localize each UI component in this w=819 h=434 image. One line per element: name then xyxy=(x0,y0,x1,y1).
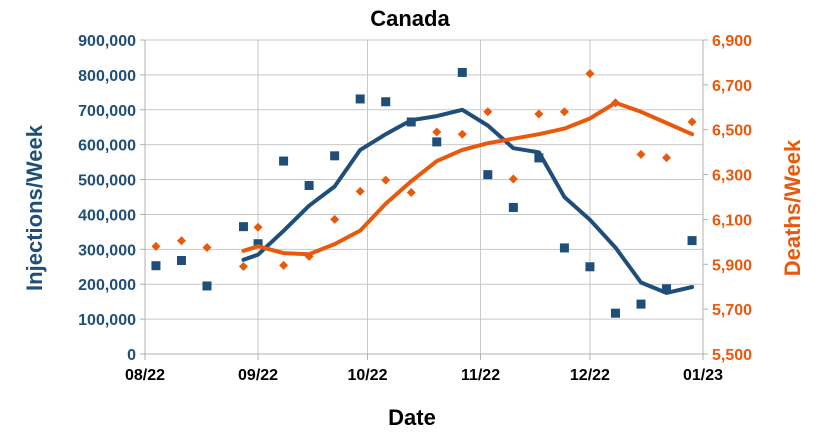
injections-point xyxy=(534,153,544,163)
injections-point xyxy=(355,94,365,104)
deaths-point xyxy=(355,186,365,196)
deaths-point xyxy=(534,109,544,119)
x-tick-label: 12/22 xyxy=(570,367,610,384)
deaths-point xyxy=(687,117,697,127)
left-tick-label: 100,000 xyxy=(78,312,136,329)
deaths-point xyxy=(279,260,289,270)
deaths-trend-line xyxy=(241,100,695,257)
deaths-point xyxy=(432,127,442,137)
chart-title: Canada xyxy=(370,6,450,31)
deaths-point xyxy=(483,107,493,117)
x-tick-label: 08/22 xyxy=(125,367,165,384)
right-tick-label: 5,700 xyxy=(712,302,752,319)
injections-point xyxy=(610,308,620,318)
left-axis-title: Injections/Week xyxy=(22,124,47,291)
x-axis-title: Date xyxy=(388,405,436,430)
left-tick-label: 800,000 xyxy=(78,68,136,85)
x-tick-label: 10/22 xyxy=(347,367,387,384)
deaths-point xyxy=(238,262,248,272)
injections-point xyxy=(253,239,263,249)
injections-point xyxy=(585,262,595,272)
left-tick-label: 200,000 xyxy=(78,277,136,294)
left-tick-label: 500,000 xyxy=(78,173,136,190)
injections-point xyxy=(432,137,442,147)
right-tick-label: 5,900 xyxy=(712,257,752,274)
injections-point xyxy=(483,170,493,180)
deaths-point xyxy=(457,129,467,139)
deaths-point xyxy=(176,236,186,246)
x-axis-ticks: 08/22 09/22 10/22 11/22 12/22 01/23 xyxy=(125,367,723,384)
injections-point xyxy=(176,255,186,265)
injections-point xyxy=(457,67,467,77)
injections-point xyxy=(151,261,161,271)
deaths-point xyxy=(508,174,518,184)
x-tick-label: 09/22 xyxy=(238,367,278,384)
deaths-point xyxy=(151,241,161,251)
right-tick-label: 6,900 xyxy=(712,33,752,50)
deaths-point xyxy=(559,107,569,117)
injections-point xyxy=(687,236,697,246)
right-tick-label: 6,700 xyxy=(712,78,752,95)
deaths-point xyxy=(662,153,672,163)
right-tick-label: 6,500 xyxy=(712,123,752,140)
injections-point xyxy=(381,97,391,107)
right-tick-label: 5,500 xyxy=(712,347,752,364)
injections-point xyxy=(279,156,289,166)
injections-point xyxy=(508,202,518,212)
injections-point xyxy=(559,243,569,253)
deaths-point xyxy=(381,175,391,185)
series-layer xyxy=(151,67,697,318)
x-tick-label: 11/22 xyxy=(461,367,500,384)
left-tick-label: 700,000 xyxy=(78,103,136,120)
right-tick-label: 6,300 xyxy=(712,168,752,185)
right-tick-label: 6,100 xyxy=(712,212,752,229)
injections-point xyxy=(304,180,314,190)
left-tick-label: 400,000 xyxy=(78,207,136,224)
left-tick-label: 600,000 xyxy=(78,138,136,155)
deaths-point xyxy=(585,69,595,79)
deaths-point xyxy=(253,222,263,232)
injections-point xyxy=(330,151,340,161)
injections-point xyxy=(202,281,212,291)
injections-point xyxy=(636,299,646,309)
left-tick-label: 900,000 xyxy=(78,33,136,50)
x-tick-label: 01/23 xyxy=(683,367,723,384)
injections-trend-line xyxy=(241,107,695,295)
injections-point xyxy=(662,284,672,294)
right-axis-ticks: 5,500 5,700 5,900 6,100 6,300 6,500 6,700 6,900 xyxy=(712,33,752,364)
deaths-point xyxy=(330,214,340,224)
axes xyxy=(140,39,708,360)
deaths-point xyxy=(406,188,416,198)
left-tick-label: 0 xyxy=(127,347,136,364)
left-tick-label: 300,000 xyxy=(78,242,136,259)
deaths-point xyxy=(636,149,646,159)
left-axis-ticks: 0 100,000 200,000 300,000 400,000 500,000 600,… xyxy=(78,33,136,364)
deaths-point xyxy=(202,242,212,252)
injections-point xyxy=(238,222,248,232)
right-axis-title: Deaths/Week xyxy=(780,139,805,276)
